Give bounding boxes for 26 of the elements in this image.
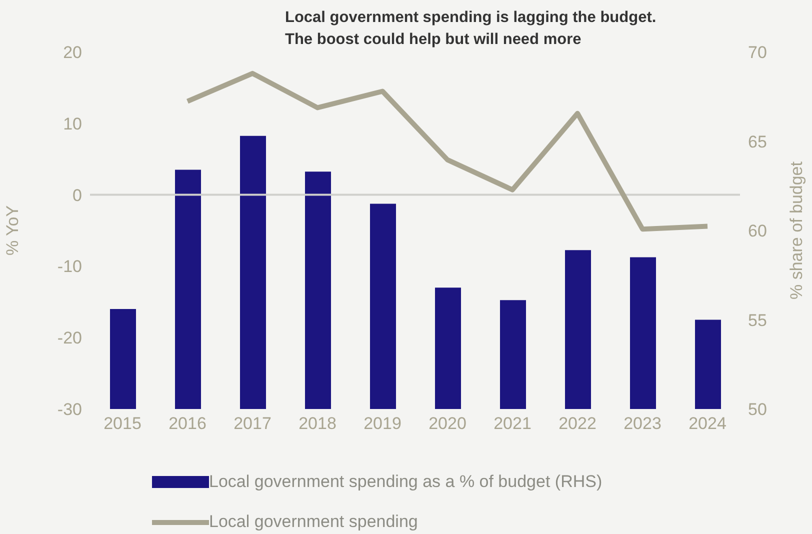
- y-tick-label: 10: [63, 114, 82, 134]
- y-tick-label: -30: [57, 400, 82, 420]
- y2-axis-title: % share of budget: [787, 161, 806, 300]
- x-tick-label: 2019: [364, 414, 402, 434]
- y2-tick-label: 70: [748, 43, 767, 62]
- x-tick-label: 2016: [168, 414, 206, 434]
- x-tick-label: 2017: [234, 414, 272, 434]
- y-axis-title: % YoY: [3, 205, 22, 256]
- x-tick-label: 2023: [624, 414, 662, 434]
- legend-label: Local government spending: [209, 512, 418, 532]
- y2-tick-label: 50: [748, 400, 767, 420]
- y2-tick-label: 65: [748, 132, 767, 152]
- y-tick-label: 20: [63, 43, 82, 62]
- y-tick-label: 0: [72, 186, 82, 205]
- y2-tick-label: 60: [748, 222, 767, 241]
- x-tick-label: 2020: [428, 414, 466, 434]
- y-tick-label: -20: [57, 328, 82, 348]
- x-tick-label: 2018: [298, 414, 336, 434]
- x-tick-label: 2022: [558, 414, 596, 434]
- legend-label: Local government spending as a % of budget (RHS): [209, 472, 602, 492]
- y2-tick-label: 55: [748, 310, 767, 330]
- x-tick-label: 2015: [104, 414, 142, 434]
- x-tick-label: 2024: [688, 414, 726, 434]
- chart-title: Local government spending is lagging the budget. The boost could help but will need more: [285, 8, 656, 50]
- y-tick-label: -10: [57, 257, 82, 276]
- x-tick-label: 2021: [494, 414, 532, 434]
